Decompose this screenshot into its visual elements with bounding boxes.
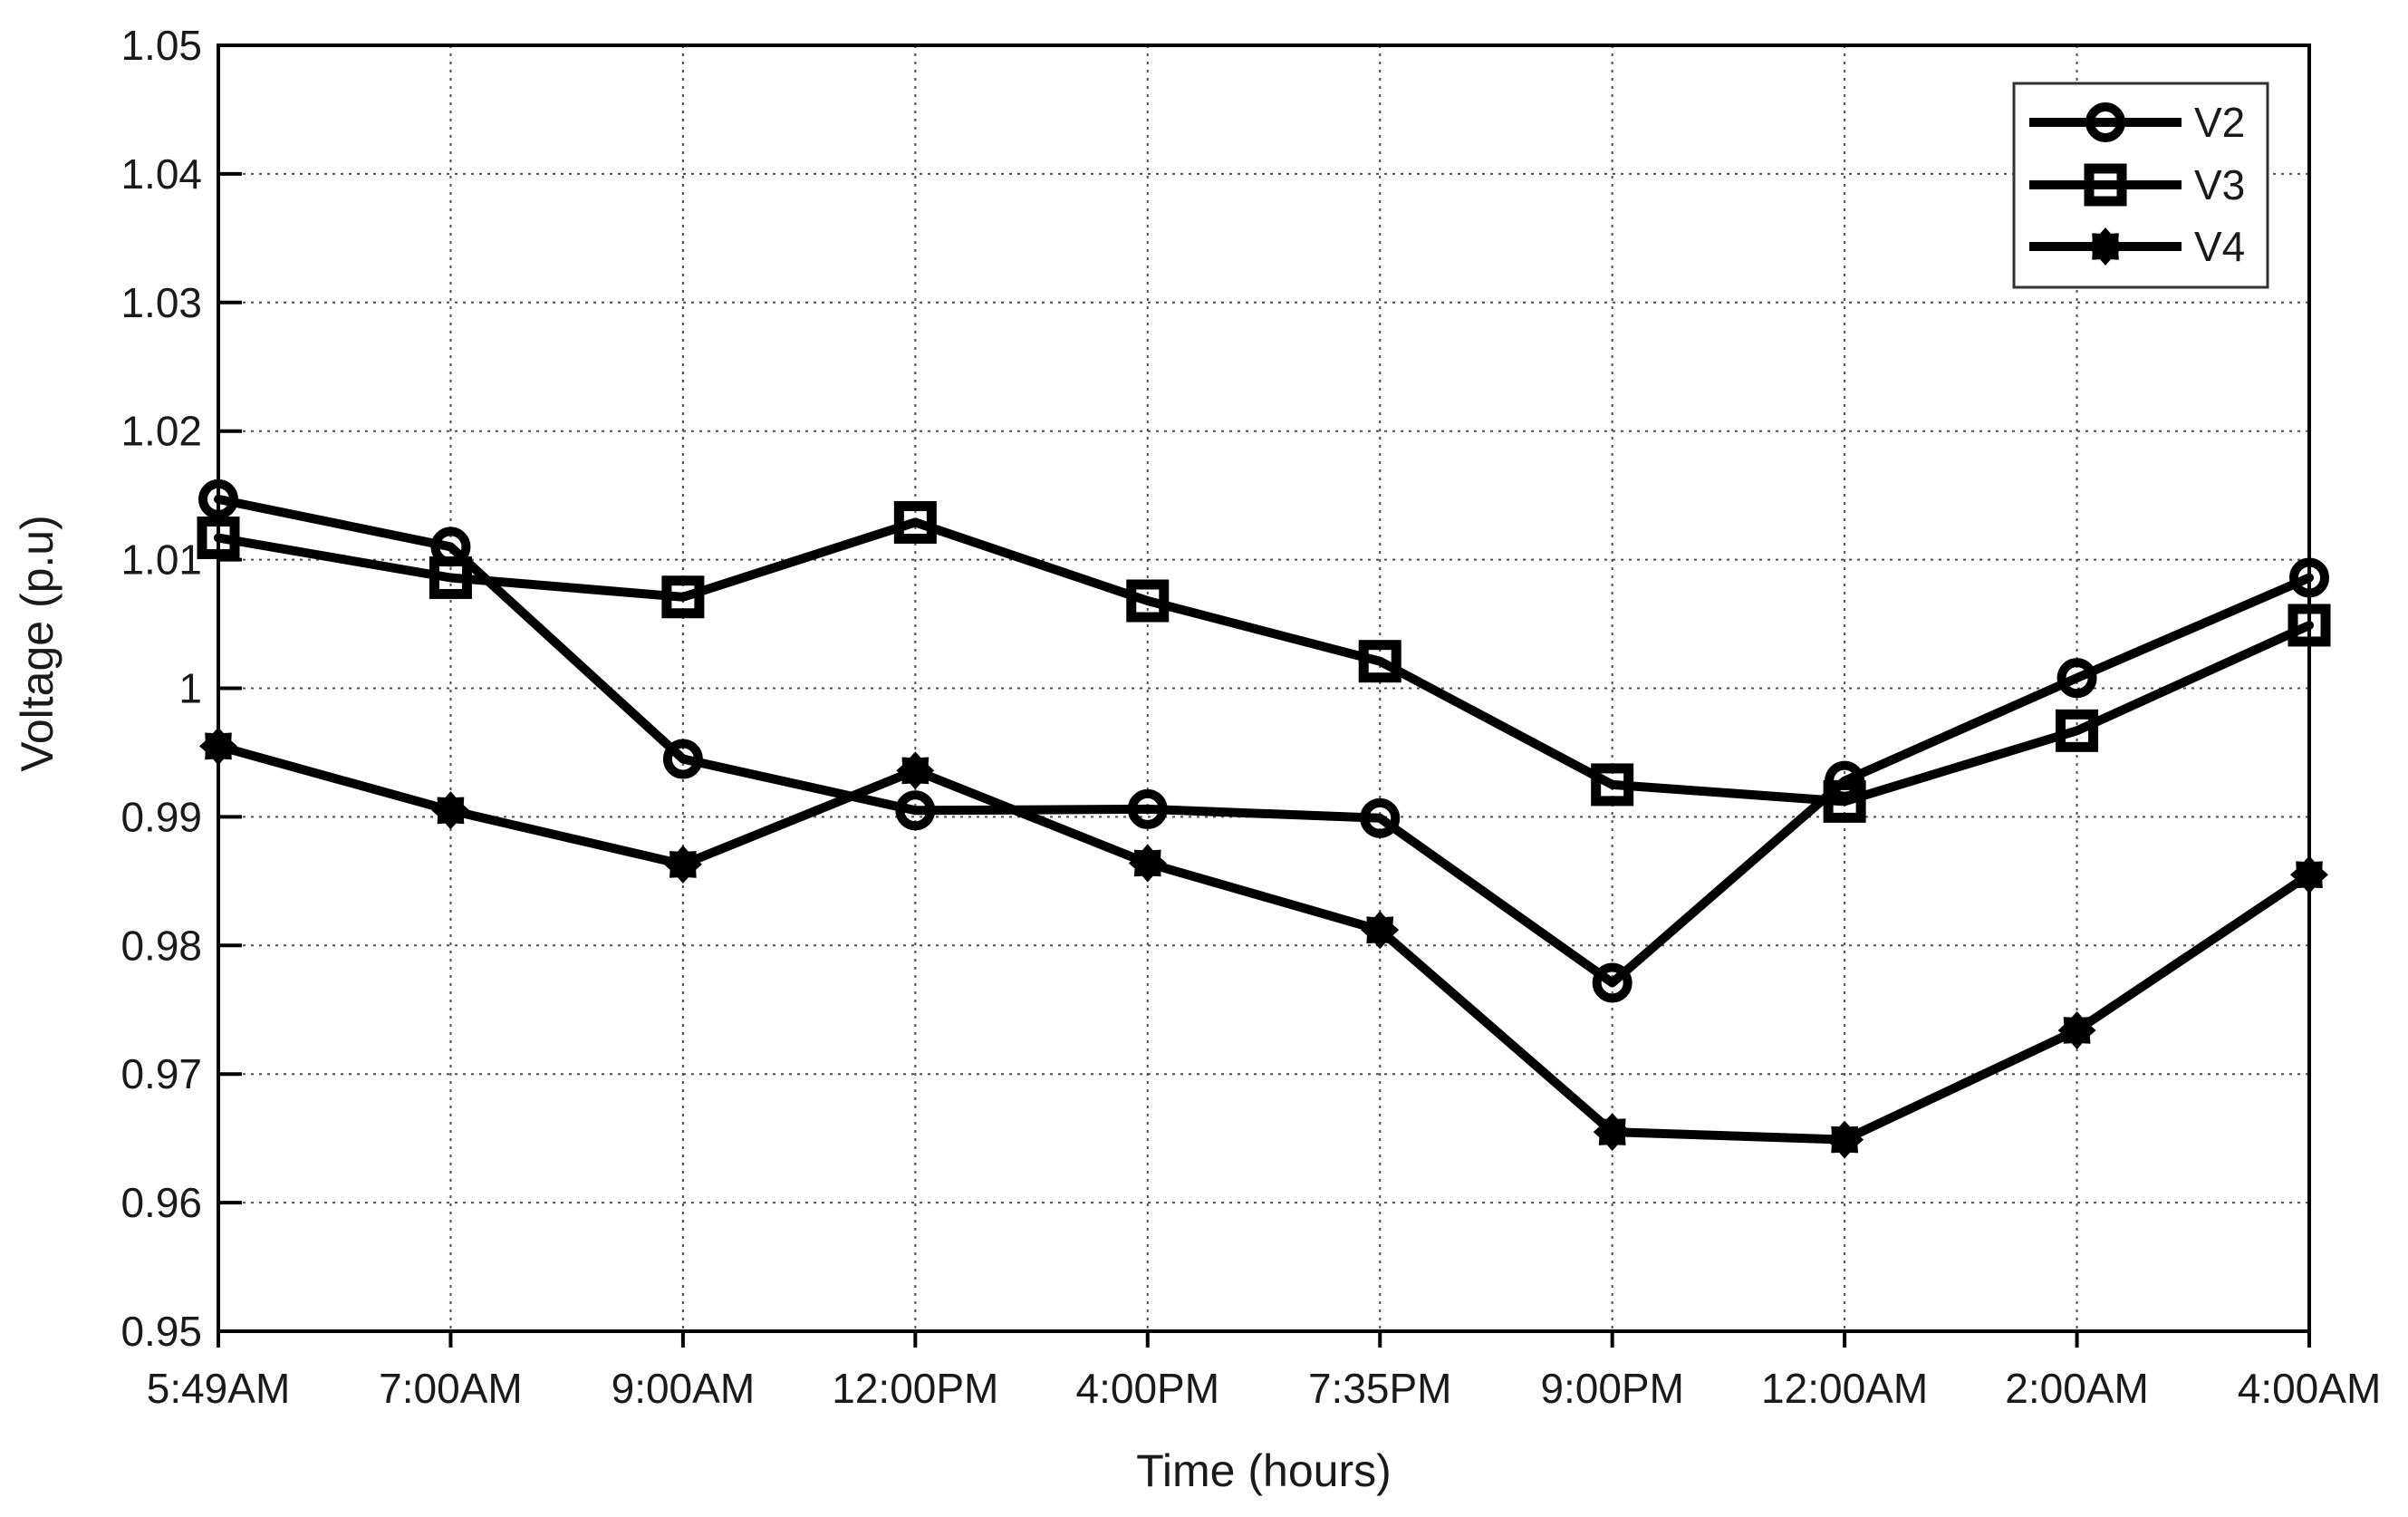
square-marker (1823, 779, 1866, 823)
square-marker (2084, 163, 2127, 207)
legend-label: V4 (2194, 223, 2245, 270)
series-line (214, 741, 2314, 1145)
y-tick-label: 1.02 (120, 408, 202, 455)
x-tick-label: 7:35PM (1308, 1365, 1452, 1412)
x-tick-label: 4:00AM (2238, 1365, 2382, 1412)
y-tick-label: 1.05 (120, 22, 202, 69)
y-tick-label: 0.96 (120, 1179, 202, 1226)
square-marker (1358, 640, 1401, 683)
circle-marker (895, 790, 936, 831)
circle-marker (1127, 788, 1168, 829)
series-line (214, 494, 2314, 988)
y-tick-label: 0.98 (120, 922, 202, 969)
x-tick-label: 2:00AM (2005, 1365, 2149, 1412)
star-marker (896, 751, 935, 790)
star-marker (1361, 911, 1400, 950)
series-v3 (197, 500, 2331, 823)
y-tick-label: 0.97 (120, 1050, 202, 1097)
axes (217, 43, 2311, 1348)
series-v2 (198, 478, 2329, 1003)
legend-label: V3 (2194, 161, 2245, 208)
star-marker (1593, 1113, 1632, 1152)
y-tick-label: 0.95 (120, 1308, 202, 1355)
circle-marker (1360, 797, 1401, 838)
square-marker (893, 500, 937, 544)
legend-label: V2 (2194, 99, 2245, 146)
legend: V2 V3 V4 (2012, 82, 2269, 289)
x-tick-label: 12:00AM (1761, 1365, 1928, 1412)
y-tick-label: 1.01 (120, 536, 202, 584)
tick-labels: 1.05 1.04 1.03 1.02 1.01 1 0.99 0.98 0.97 0.96 0.9… (120, 22, 2381, 1412)
square-marker (661, 575, 705, 619)
circle-marker (2085, 102, 2125, 142)
circle-marker (2056, 658, 2097, 699)
star-marker (2057, 1011, 2096, 1049)
x-tick-label: 5:49AM (147, 1365, 291, 1412)
data-series (197, 478, 2331, 1159)
x-tick-label: 7:00AM (379, 1365, 523, 1412)
x-tick-label: 4:00PM (1076, 1365, 1220, 1412)
x-tick-label: 12:00PM (832, 1365, 998, 1412)
grid-lines (218, 45, 2309, 1331)
series-line (214, 517, 2314, 807)
legend-item-v4: V4 (2029, 223, 2245, 270)
legend-item-v2: V2 (2029, 99, 2245, 146)
x-axis-title: Time (hours) (1136, 1445, 1392, 1496)
star-marker (2086, 227, 2124, 266)
y-tick-label: 1.04 (120, 150, 202, 198)
star-marker (431, 791, 470, 830)
square-marker (1591, 763, 1634, 807)
star-marker (663, 845, 702, 884)
y-axis-title: Voltage (p.u) (12, 515, 63, 772)
series-v4 (199, 727, 2328, 1159)
circle-marker (1592, 962, 1633, 1003)
y-tick-label: 1.03 (120, 279, 202, 326)
y-tick-label: 1 (178, 665, 202, 712)
x-tick-label: 9:00AM (612, 1365, 756, 1412)
square-marker (1126, 579, 1170, 623)
legend-item-v3: V3 (2029, 161, 2245, 208)
square-marker (2056, 709, 2099, 752)
circle-marker (662, 739, 703, 779)
star-marker (1825, 1120, 1864, 1159)
x-tick-label: 9:00PM (1540, 1365, 1684, 1412)
star-marker (1128, 844, 1167, 883)
square-marker (429, 556, 472, 599)
y-tick-label: 0.99 (120, 793, 202, 840)
